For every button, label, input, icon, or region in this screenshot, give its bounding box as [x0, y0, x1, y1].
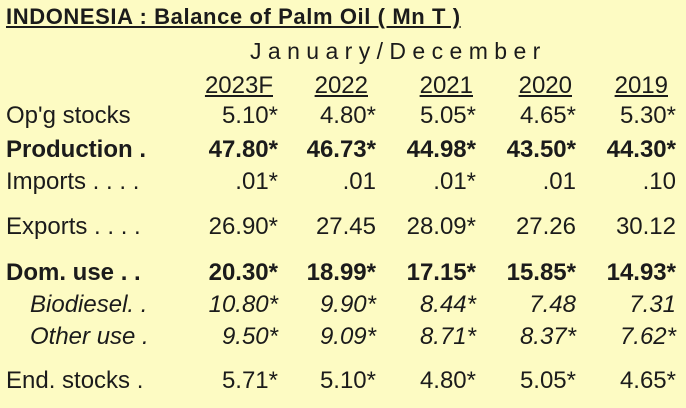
- table-cell: 5.05*: [519, 367, 576, 394]
- table-cell: 27.45: [315, 213, 376, 240]
- table-cell: 5.71*: [221, 367, 278, 394]
- table-cell: 9.09*: [319, 323, 376, 350]
- table-cell: 20.30*: [208, 259, 278, 286]
- row-exports: Exports . . . . 26.90* 27.45 28.09* 27.2…: [0, 213, 686, 245]
- row-imports: Imports . . . . .01* .01 .01* .01 .10: [0, 168, 686, 200]
- table-cell: .01*: [235, 168, 278, 195]
- table-cell: .01: [542, 168, 576, 195]
- table-cell: 5.10*: [319, 367, 376, 394]
- table-cell: 7.48: [529, 291, 576, 318]
- table-cell: 8.44*: [419, 291, 476, 318]
- table-cell: 4.65*: [519, 102, 576, 129]
- table-cell: 14.93*: [606, 259, 676, 286]
- table-cell: 4.80*: [319, 102, 376, 129]
- row-label: Op'g stocks: [6, 102, 131, 129]
- column-header-year: 2022: [314, 72, 368, 99]
- table-cell: 26.90*: [208, 213, 278, 240]
- row-label: Biodiesel. .: [30, 291, 148, 318]
- table-cell: 28.09*: [406, 213, 476, 240]
- row-label: Exports . . . .: [6, 213, 141, 240]
- table-cell: .10: [642, 168, 676, 195]
- row-label: Other use .: [30, 323, 149, 350]
- table-cell: 7.62*: [619, 323, 676, 350]
- column-header-year: 2019: [614, 72, 668, 99]
- table-cell: 43.50*: [506, 136, 576, 163]
- table-cell: 44.98*: [406, 136, 476, 163]
- row-label: End. stocks .: [6, 367, 144, 394]
- table-cell: 8.37*: [519, 323, 576, 350]
- row-production: Production . 47.80* 46.73* 44.98* 43.50*…: [0, 136, 686, 168]
- row-opening-stocks: Op'g stocks 5.10* 4.80* 5.05* 4.65* 5.30…: [0, 102, 686, 134]
- table-cell: 4.65*: [619, 367, 676, 394]
- row-domestic-use: Dom. use . . 20.30* 18.99* 17.15* 15.85*…: [0, 259, 686, 291]
- table-cell: 15.85*: [506, 259, 576, 286]
- table-cell: .01: [342, 168, 376, 195]
- table-cell: .01*: [433, 168, 476, 195]
- row-label: Dom. use . .: [6, 259, 141, 286]
- table-cell: 10.80*: [208, 291, 278, 318]
- table-cell: 9.50*: [221, 323, 278, 350]
- table-cell: 5.30*: [619, 102, 676, 129]
- row-ending-stocks: End. stocks . 5.71* 5.10* 4.80* 5.05* 4.…: [0, 367, 686, 399]
- table-cell: 30.12: [615, 213, 676, 240]
- column-header-year: 2020: [518, 72, 572, 99]
- row-other-use: Other use . 9.50* 9.09* 8.71* 8.37* 7.62…: [0, 323, 686, 355]
- table-cell: 46.73*: [306, 136, 376, 163]
- table-cell: 27.26: [515, 213, 576, 240]
- column-header-year: 2021: [419, 72, 473, 99]
- row-label: Production .: [6, 136, 146, 163]
- row-label: Imports . . . .: [6, 168, 140, 195]
- table-cell: 5.05*: [419, 102, 476, 129]
- period-label: January/December: [250, 38, 547, 64]
- table-cell: 7.31: [629, 291, 676, 318]
- table-cell: 9.90*: [319, 291, 376, 318]
- table-title: INDONESIA : Balance of Palm Oil ( Mn T ): [6, 4, 461, 29]
- table-cell: 8.71*: [419, 323, 476, 350]
- table-cell: 17.15*: [406, 259, 476, 286]
- table-cell: 4.80*: [419, 367, 476, 394]
- column-header-year: 2023F: [204, 72, 273, 99]
- table-cell: 44.30*: [606, 136, 676, 163]
- table-cell: 47.80*: [208, 136, 278, 163]
- row-biodiesel: Biodiesel. . 10.80* 9.90* 8.44* 7.48 7.3…: [0, 291, 686, 323]
- table-cell: 5.10*: [221, 102, 278, 129]
- table-cell: 18.99*: [306, 259, 376, 286]
